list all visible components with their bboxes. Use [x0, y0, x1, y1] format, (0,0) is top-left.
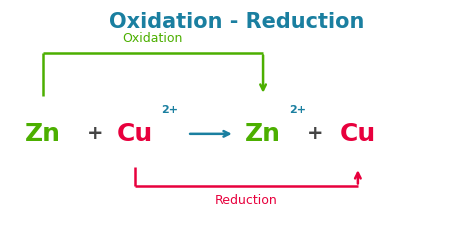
Text: Reduction: Reduction [215, 194, 278, 206]
Text: Cu: Cu [117, 122, 153, 146]
Text: Zn: Zn [245, 122, 281, 146]
Text: Cu: Cu [340, 122, 376, 146]
Text: +: + [307, 124, 323, 143]
Text: Oxidation: Oxidation [123, 33, 183, 45]
Text: 2+: 2+ [161, 105, 178, 115]
Text: Oxidation - Reduction: Oxidation - Reduction [109, 11, 365, 32]
Text: 2+: 2+ [289, 105, 306, 115]
Text: Zn: Zn [25, 122, 61, 146]
Text: +: + [87, 124, 103, 143]
